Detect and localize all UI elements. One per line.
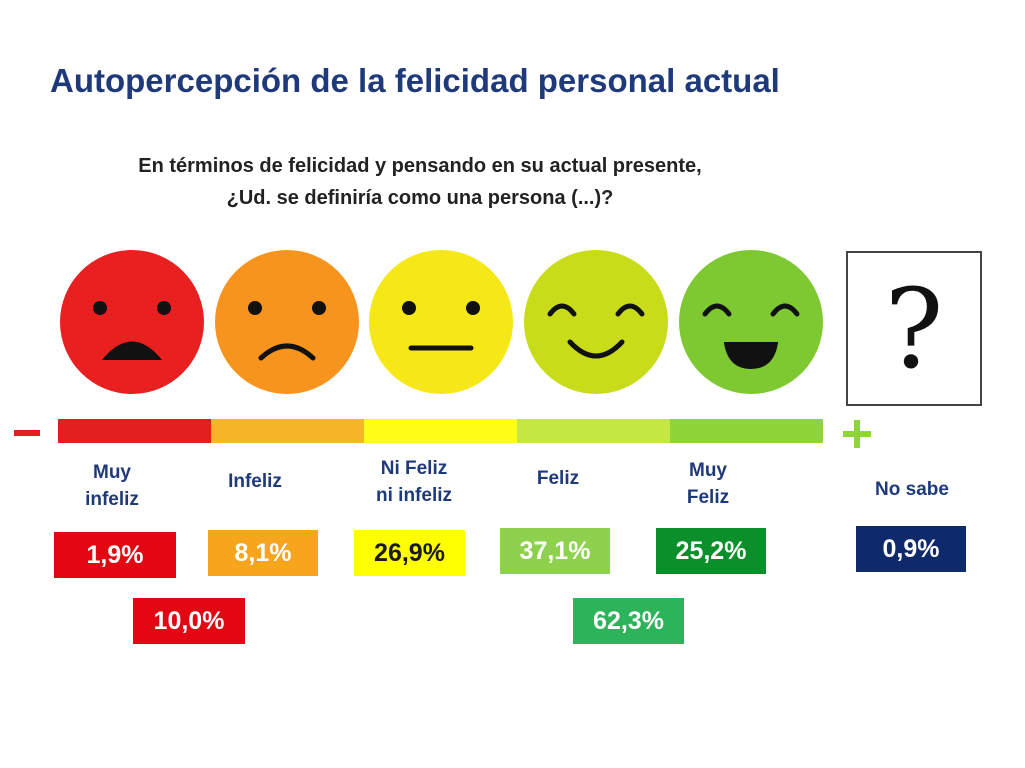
question-mark-icon: ?: [884, 264, 944, 393]
category-label-no_sabe: No sabe: [832, 476, 992, 503]
category-label-line: Ni Feliz: [380, 458, 448, 479]
category-label-line: No sabe: [875, 479, 949, 500]
happy-face-icon: [524, 250, 668, 394]
happiness-scale-bar: [58, 419, 823, 443]
value-box-infeliz: 8,1%: [208, 530, 318, 576]
neutral-face-icon: [369, 250, 513, 394]
category-label-feliz: Feliz: [478, 465, 638, 492]
category-label-line: Feliz: [536, 468, 580, 489]
question-text: En términos de felicidad y pensando en s…: [70, 150, 770, 214]
scale-segment: [58, 419, 211, 443]
scale-segment: [517, 419, 670, 443]
category-label-ni_feliz: Ni Feliz ni infeliz: [334, 455, 494, 509]
total-box-feliz_total: 62,3%: [573, 598, 684, 644]
category-label-muy_feliz: Muy Feliz: [628, 457, 788, 511]
category-label-line: Muy: [689, 460, 727, 481]
question-line-2: ¿Ud. se definiría como una persona (...)…: [226, 187, 614, 209]
question-line-1: En términos de felicidad y pensando en s…: [138, 155, 702, 177]
very-sad-face-icon: [60, 250, 204, 394]
very-happy-face-icon: [679, 250, 823, 394]
scale-segment: [211, 419, 364, 443]
value-box-no_sabe: 0,9%: [856, 526, 966, 572]
category-label-line: ni infeliz: [376, 485, 452, 506]
category-label-line: infeliz: [85, 489, 139, 510]
chart-title: Autopercepción de la felicidad personal …: [50, 62, 780, 99]
category-label-muy_infeliz: Muy infeliz: [32, 459, 192, 513]
scale-segment: [364, 419, 517, 443]
value-box-feliz: 37,1%: [500, 528, 610, 574]
total-box-infeliz_total: 10,0%: [133, 598, 245, 644]
category-label-infeliz: Infeliz: [175, 468, 335, 495]
value-box-muy_infeliz: 1,9%: [54, 532, 176, 578]
unknown-box: ?: [846, 251, 982, 406]
sad-face-icon: [215, 250, 359, 394]
category-label-line: Infeliz: [228, 471, 282, 492]
category-label-line: Muy: [93, 462, 131, 483]
category-label-line: Feliz: [686, 487, 730, 508]
value-box-muy_feliz: 25,2%: [656, 528, 766, 574]
value-box-ni_feliz: 26,9%: [354, 530, 465, 576]
scale-segment: [670, 419, 823, 443]
minus-icon: [14, 430, 40, 436]
plus-icon-vertical: [854, 420, 860, 448]
